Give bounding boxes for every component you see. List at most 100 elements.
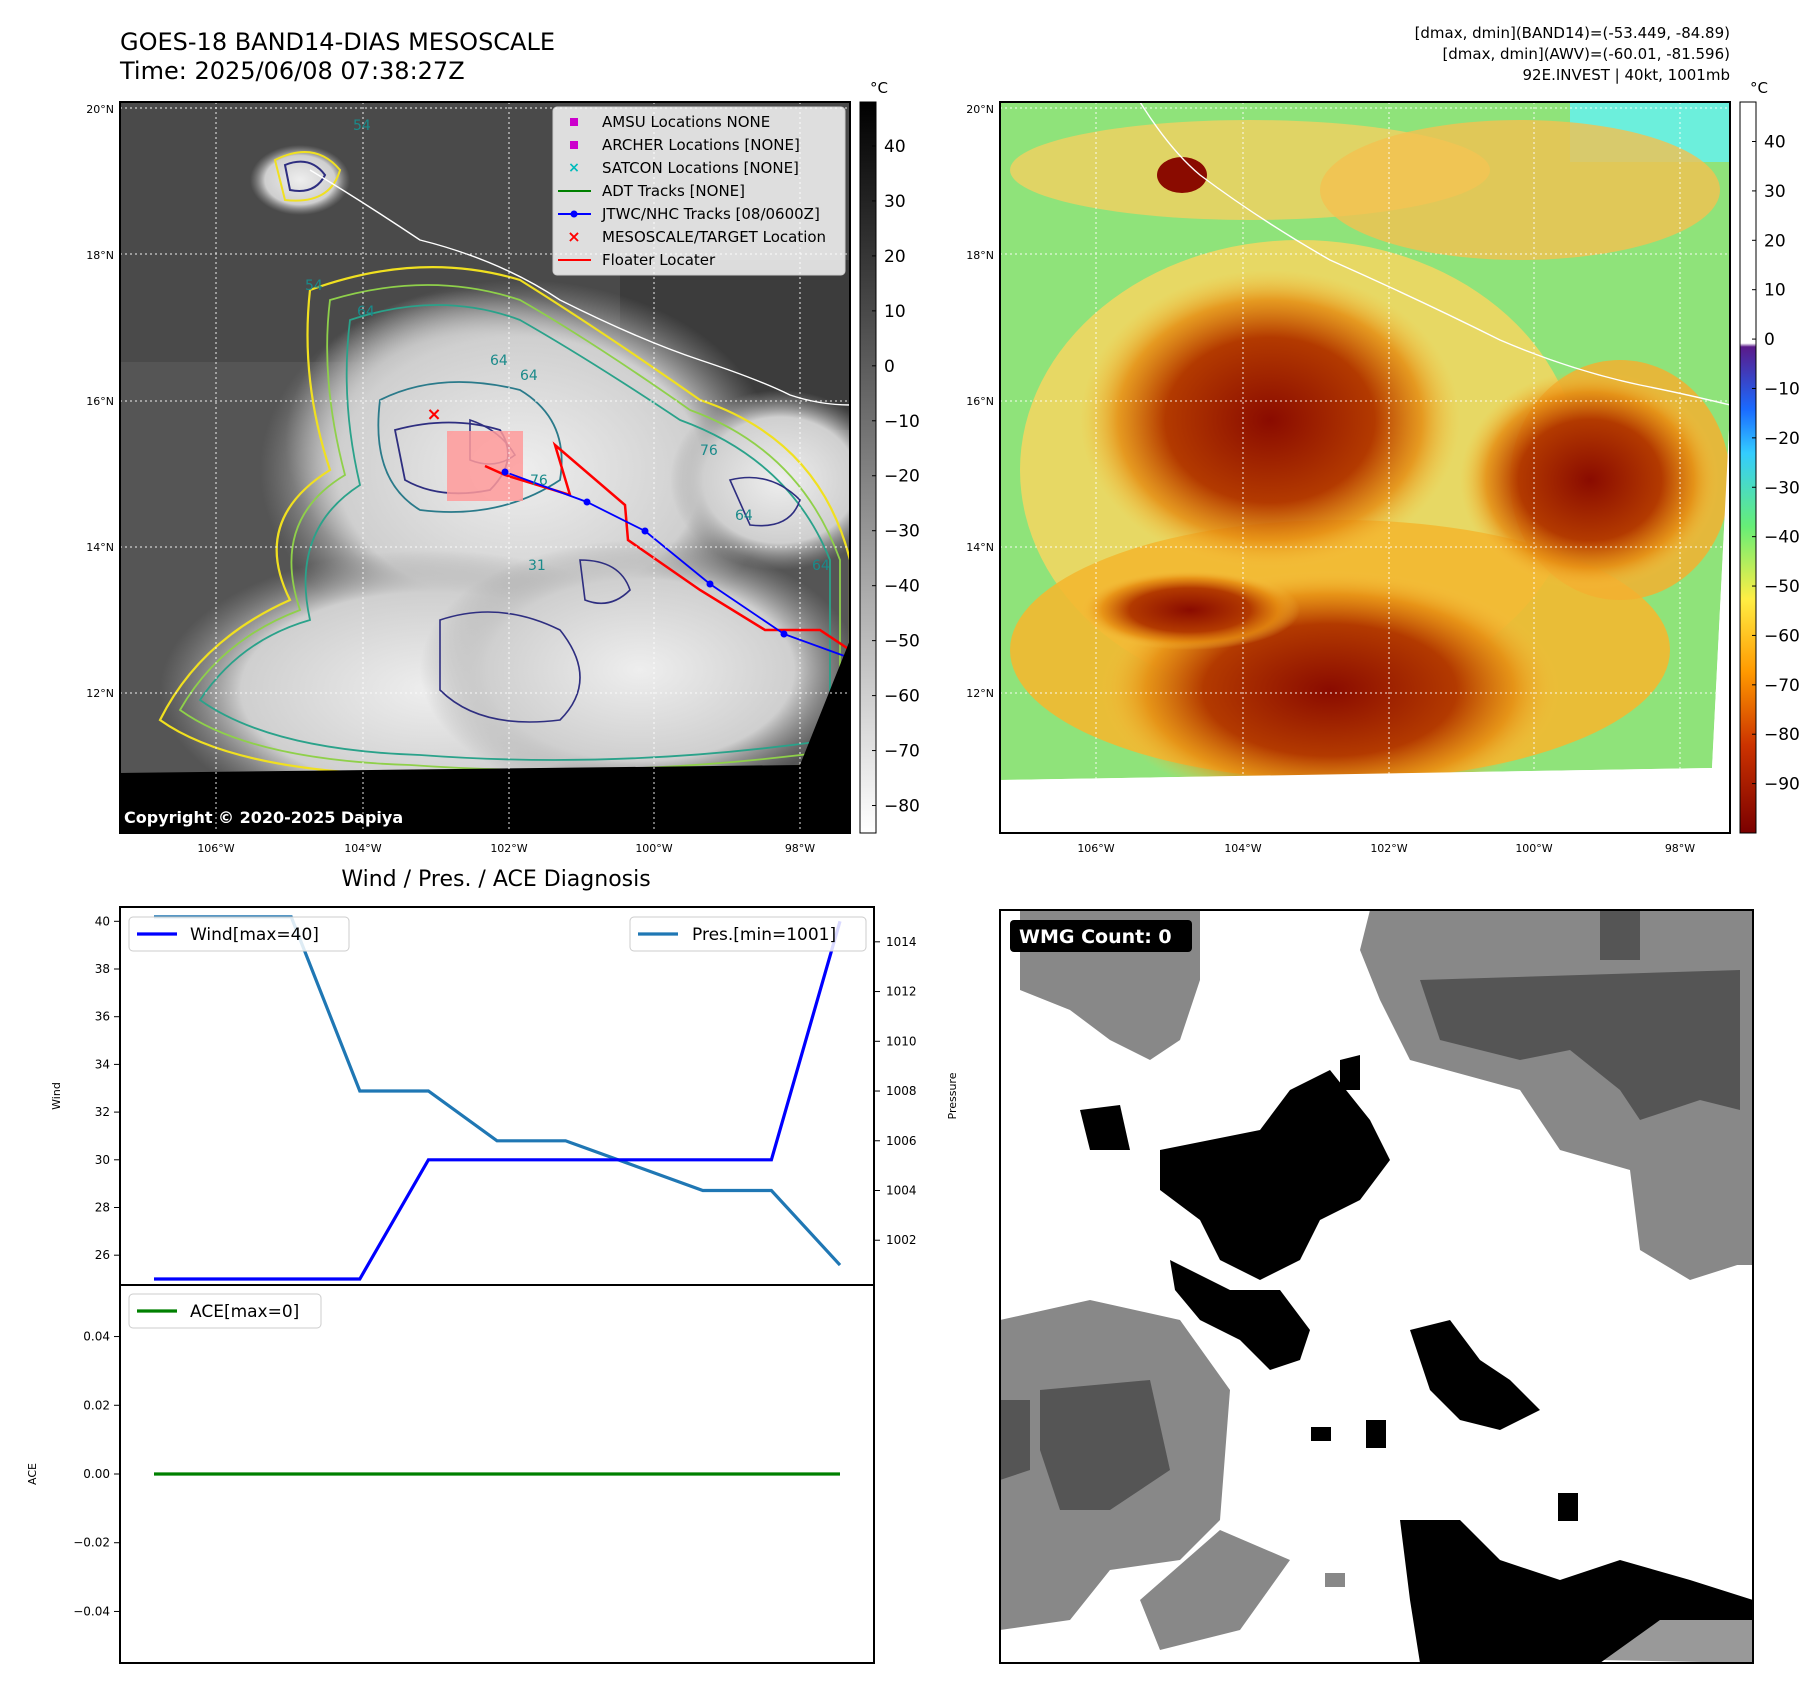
contour-label: 64: [735, 508, 753, 524]
y-tick-label: 1004: [886, 1184, 917, 1198]
y-tick-label: 0.04: [83, 1330, 110, 1344]
colorbar-tick-label: −30: [884, 522, 920, 542]
y-tick-label: 1010: [886, 1034, 917, 1048]
lon-label: 102°W: [490, 842, 527, 855]
y-tick-label: 0.02: [83, 1398, 110, 1412]
y-tick-label: 40: [95, 914, 110, 928]
lat-label: 12°N: [86, 687, 114, 700]
wmg-count-label: WMG Count: 0: [1019, 926, 1172, 948]
lon-label: 106°W: [1077, 842, 1114, 855]
colorbar-tick-label: −50: [884, 632, 920, 652]
lat-label: 14°N: [966, 541, 994, 554]
ace-legend: ACE[max=0]: [128, 1293, 322, 1329]
ace-panel: 0.04 0.02 0.00 −0.02 −0.04 ACE ACE[max=0]: [26, 1284, 875, 1664]
wind-axis-label: Wind: [50, 1082, 63, 1110]
legend-marker-archer: [570, 141, 578, 149]
colorbar-tick-label: 10: [884, 302, 906, 322]
y-tick-label: 0.00: [83, 1467, 110, 1481]
colorbar-tick-label: −50: [1764, 577, 1800, 597]
contour-label: 64: [357, 304, 375, 320]
diag-title: Wind / Pres. / ACE Diagnosis: [341, 867, 650, 892]
contour-label: 64: [490, 353, 508, 369]
colorbar-tick-label: −10: [1764, 379, 1800, 399]
y-tick-label: 1006: [886, 1134, 917, 1148]
right-map: 20°N 18°N 16°N 14°N 12°N 106°W 104°W 102…: [966, 101, 1731, 855]
y-tick-label: 1002: [886, 1233, 917, 1247]
contour-label: 76: [530, 473, 548, 489]
colorbar-tick-label: −40: [884, 577, 920, 597]
pressure-axis-label: Pressure: [946, 1072, 959, 1119]
pressure-legend: Pres.[min=1001]: [629, 916, 867, 952]
target-marker: ×: [426, 404, 441, 425]
y-tick-label: 1012: [886, 985, 917, 999]
colorbar-tick-label: −60: [884, 687, 920, 707]
right-colorbar: °C 40 30 20 10 0 −10 −20 −30 −40 −50 −60 −70 −80 −90: [1739, 79, 1800, 834]
lat-label: 14°N: [86, 541, 114, 554]
figure-time: Time: 2025/06/08 07:38:27Z: [119, 57, 465, 85]
colorbar-tick-label: −70: [1764, 676, 1800, 696]
lat-label: 18°N: [966, 249, 994, 262]
colorbar-tick-label: −90: [1764, 775, 1800, 795]
y-tick-label: 34: [95, 1057, 110, 1071]
colorbar-tick-label: −80: [884, 797, 920, 817]
figure-title: GOES-18 BAND14-DIAS MESOSCALE: [120, 28, 555, 56]
colorbar-tick-label: −60: [1764, 626, 1800, 646]
legend-item: ARCHER Locations [NONE]: [602, 136, 800, 154]
lon-label: 98°W: [785, 842, 815, 855]
contour-label: 31: [528, 558, 546, 574]
lat-label: 20°N: [86, 103, 114, 116]
y-tick-label: −0.02: [73, 1536, 110, 1550]
colorbar-tick-label: 0: [884, 357, 895, 377]
awv-range: [dmax, dmin](AWV)=(-60.01, -81.596): [1442, 45, 1730, 63]
wind-series-line: [154, 920, 842, 1281]
colorbar-tick-label: −10: [884, 412, 920, 432]
band14-range: [dmax, dmin](BAND14)=(-53.449, -84.89): [1415, 24, 1730, 42]
lon-label: 102°W: [1370, 842, 1407, 855]
storm-info: 92E.INVEST | 40kt, 1001mb: [1523, 66, 1731, 84]
colorbar-tick-label: 20: [884, 247, 906, 267]
y-tick-label: 26: [95, 1248, 110, 1262]
y-tick-label: 36: [95, 1010, 110, 1024]
y-tick-label: 28: [95, 1200, 110, 1214]
legend-marker-target: ×: [567, 227, 580, 246]
colorbar-tick-label: −80: [1764, 725, 1800, 745]
left-colorbar: °C 40 30 20 10 0 −10 −20 −30 −40 −50 −60 −70 −80: [859, 79, 920, 834]
contour-label: 76: [700, 443, 718, 459]
colorbar-unit: °C: [1750, 79, 1768, 97]
colorbar-tick-label: 40: [1764, 133, 1786, 153]
colorbar-tick-label: 10: [1764, 281, 1786, 301]
lon-label: 104°W: [1224, 842, 1261, 855]
legend-item: Floater Locater: [602, 251, 716, 269]
lat-label: 16°N: [966, 395, 994, 408]
legend-item: AMSU Locations NONE: [602, 113, 770, 131]
colorbar-tick-label: 40: [884, 137, 906, 157]
wind-legend: Wind[max=40]: [128, 916, 350, 952]
colorbar-tick-label: −70: [884, 742, 920, 762]
lon-label: 104°W: [344, 842, 381, 855]
y-tick-label: 1008: [886, 1084, 917, 1098]
y-tick-label: −0.04: [73, 1604, 110, 1618]
contour-label: 64: [812, 558, 830, 574]
wind-legend-label: Wind[max=40]: [190, 925, 319, 945]
colorbar-tick-label: −20: [1764, 429, 1800, 449]
ace-axis-label: ACE: [26, 1463, 39, 1485]
lat-label: 12°N: [966, 687, 994, 700]
legend-item: JTWC/NHC Tracks [08/0600Z]: [601, 205, 820, 223]
colorbar-tick-label: 30: [1764, 182, 1786, 202]
map-legend: AMSU Locations NONE ARCHER Locations [NO…: [552, 106, 846, 276]
contour-label: 64: [520, 368, 538, 384]
colorbar-tick-label: −20: [884, 467, 920, 487]
lat-label: 20°N: [966, 103, 994, 116]
lat-label: 16°N: [86, 395, 114, 408]
contour-label: 54: [305, 278, 323, 294]
wmg-panel: WMG Count: 0: [999, 909, 1754, 1664]
lon-label: 106°W: [197, 842, 234, 855]
legend-item: ADT Tracks [NONE]: [602, 182, 745, 200]
colorbar-tick-label: −40: [1764, 528, 1800, 548]
y-tick-label: 30: [95, 1153, 110, 1167]
colorbar-tick-label: 0: [1764, 330, 1775, 350]
lon-label: 100°W: [635, 842, 672, 855]
pressure-legend-label: Pres.[min=1001]: [692, 925, 836, 945]
wmg-count-badge: [1010, 920, 1192, 952]
legend-item: MESOSCALE/TARGET Location: [602, 228, 826, 246]
